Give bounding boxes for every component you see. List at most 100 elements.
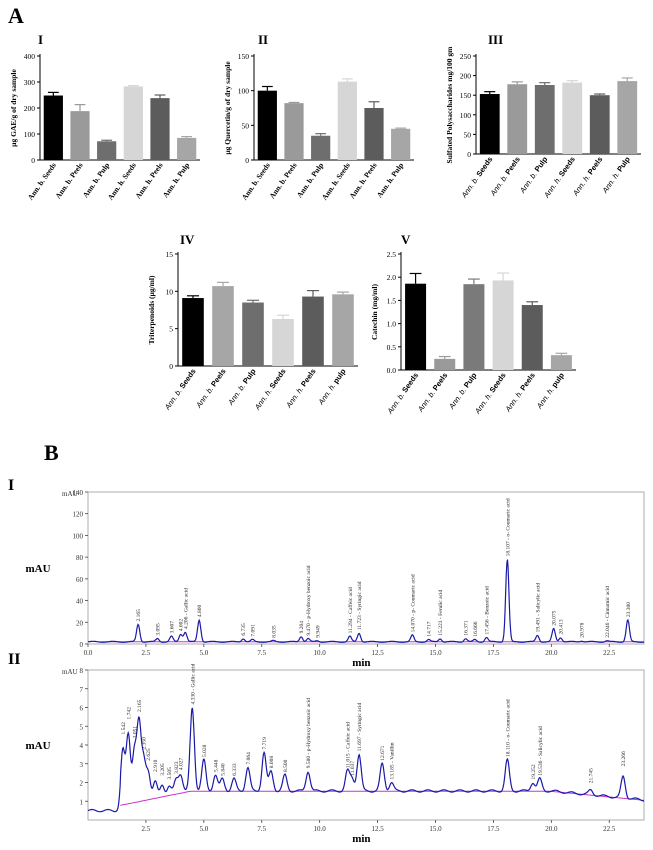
category-label: Ann. b. Peels bbox=[415, 371, 449, 414]
y-tick-label: 300 bbox=[24, 78, 36, 87]
category-species: Ann. b. bbox=[517, 168, 540, 195]
category-label: Ann. h. Pulp bbox=[600, 155, 632, 196]
bar bbox=[550, 355, 572, 370]
x-axis-label: min bbox=[352, 657, 370, 669]
bar-chart-catechin: V 0.0 0.5 1.0 1.5 2.0 2.5 Catechin (mg/ml) Ann. … bbox=[370, 232, 576, 416]
y-tick-label: 100 bbox=[238, 87, 250, 96]
x-tick-label: 20.0 bbox=[545, 649, 558, 657]
x-tick-label: 10.0 bbox=[314, 825, 327, 833]
category-part: Peels bbox=[299, 367, 318, 388]
bar bbox=[337, 81, 357, 160]
bar bbox=[43, 95, 63, 160]
category-part: Peels bbox=[209, 367, 228, 388]
category-part: Seeds bbox=[400, 371, 420, 394]
baseline-trace bbox=[120, 790, 645, 806]
peak-label: 2.625 bbox=[146, 748, 152, 761]
peak-label: 19.536 - Salicylic acid bbox=[538, 726, 544, 776]
peak-label: 9.580 - p-Hydroxy benzoic acid bbox=[306, 698, 312, 768]
y-tick-label: 80 bbox=[76, 554, 84, 562]
x-tick-label: 15.0 bbox=[429, 649, 442, 657]
y-tick-label: 0 bbox=[169, 362, 173, 371]
category-label: Ann. b. Peels bbox=[194, 367, 228, 410]
peak-label: 4.206 - Gallic acid bbox=[183, 588, 189, 629]
signal-trace bbox=[87, 707, 645, 813]
category-species: Ann. h. bbox=[316, 380, 339, 407]
category-part: Peels bbox=[586, 155, 605, 176]
bar bbox=[434, 358, 456, 370]
y-tick-label: 0.0 bbox=[387, 366, 397, 375]
peak-label: 13.185 - Vanillin bbox=[389, 742, 395, 779]
peak-label: 2.910 bbox=[153, 759, 159, 772]
x-axis-label: min bbox=[352, 833, 370, 845]
y-tick-label: 1 bbox=[80, 798, 84, 806]
y-tick-label: 100 bbox=[73, 532, 84, 540]
y-tick-label: 40 bbox=[76, 598, 84, 606]
category-part: Seeds bbox=[268, 367, 288, 390]
y-unit-label: mAU bbox=[62, 490, 78, 498]
category-label: Ann. b. Seeds bbox=[162, 367, 197, 412]
peak-label: 7.719 bbox=[262, 737, 268, 750]
peak-label: 23.300 bbox=[626, 602, 632, 617]
bar bbox=[589, 95, 610, 154]
bar bbox=[212, 286, 234, 366]
category-label: Ann. h. Seeds bbox=[252, 367, 287, 412]
y-tick-label: 100 bbox=[24, 130, 36, 139]
category-label: Ann. h. Pulp bbox=[375, 161, 406, 199]
category-part: Peels bbox=[503, 155, 522, 176]
bar bbox=[257, 90, 277, 160]
peak-label: 9.470 - p-Hydroxy benzoic acid bbox=[306, 565, 312, 635]
peak-label: 18.110 - o- Coumaric acid bbox=[505, 699, 511, 757]
x-tick-label: 5.0 bbox=[199, 825, 208, 833]
peak-label: 8.008 bbox=[269, 756, 275, 769]
category-part: pulp bbox=[331, 367, 348, 385]
bar-chart-sulfated-polysaccharides: III 0 50 100 150 200 250 Sulfated Polysaccharid… bbox=[445, 32, 641, 200]
x-tick-label: 17.5 bbox=[487, 825, 500, 833]
category-part: pulp bbox=[550, 371, 567, 389]
y-tick-label: 6 bbox=[80, 705, 84, 713]
peak-label: 1.542 bbox=[121, 722, 127, 735]
category-label: Ann. h. pulp bbox=[316, 367, 348, 407]
y-tick-label: 50 bbox=[464, 130, 472, 139]
y-axis-label: µg Quercetin/g of dry sample bbox=[223, 61, 232, 155]
peak-label: 20.413 bbox=[559, 619, 565, 634]
y-axis-label: mAU bbox=[25, 740, 50, 752]
bar bbox=[364, 108, 384, 160]
chart-title: V bbox=[401, 232, 411, 247]
bar-chart-triterpenoids: IV 0 5 10 15 Triterpenoids (µg/ml) Ann. b. See… bbox=[147, 232, 358, 412]
y-tick-label: 5 bbox=[80, 723, 84, 731]
peak-label: 19.491 - Salicylic acid bbox=[535, 583, 541, 633]
category-species: Ann. b. bbox=[459, 173, 482, 200]
x-tick-label: 15.0 bbox=[429, 825, 442, 833]
category-part: Seeds bbox=[488, 371, 508, 394]
peak-label: 11.294 - Caffeic acid bbox=[347, 587, 354, 633]
category-part: Pulp bbox=[462, 371, 479, 390]
bar bbox=[177, 137, 197, 160]
plot-frame bbox=[87, 491, 645, 645]
chart-title: II bbox=[258, 32, 268, 47]
peak-label: 23.266 bbox=[621, 751, 627, 766]
peak-label: 7.091 bbox=[250, 624, 256, 637]
x-tick-label: 2.5 bbox=[142, 649, 151, 657]
y-tick-label: 1.0 bbox=[387, 320, 397, 329]
peak-label: 4.027 bbox=[179, 758, 185, 771]
peak-label: 3.095 bbox=[156, 623, 162, 636]
peak-label: 7.064 bbox=[246, 752, 252, 765]
bar bbox=[405, 283, 427, 370]
x-tick-label: 5.0 bbox=[199, 649, 208, 657]
bar bbox=[302, 296, 324, 366]
category-label: Ann. b. Seeds bbox=[385, 371, 420, 416]
peak-label: 16.371 bbox=[464, 620, 470, 635]
category-species: Ann. h. bbox=[503, 387, 526, 414]
category-species: Ann. h. bbox=[252, 385, 275, 412]
bar-chart-flavonoids: II 0 50 100 150 µg Quercetin/g of dry sample A… bbox=[223, 32, 414, 202]
peak-label: 20.075 bbox=[552, 610, 558, 625]
peak-label: 3.607 bbox=[169, 621, 175, 634]
category-species: Ann. h. bbox=[472, 389, 495, 416]
bar bbox=[311, 135, 331, 160]
peak-label: 14.717 bbox=[427, 621, 433, 636]
bar bbox=[534, 85, 555, 154]
x-tick-label: 22.5 bbox=[603, 649, 616, 657]
chromatogram-title: I bbox=[8, 477, 14, 494]
chart-title: I bbox=[38, 32, 43, 47]
